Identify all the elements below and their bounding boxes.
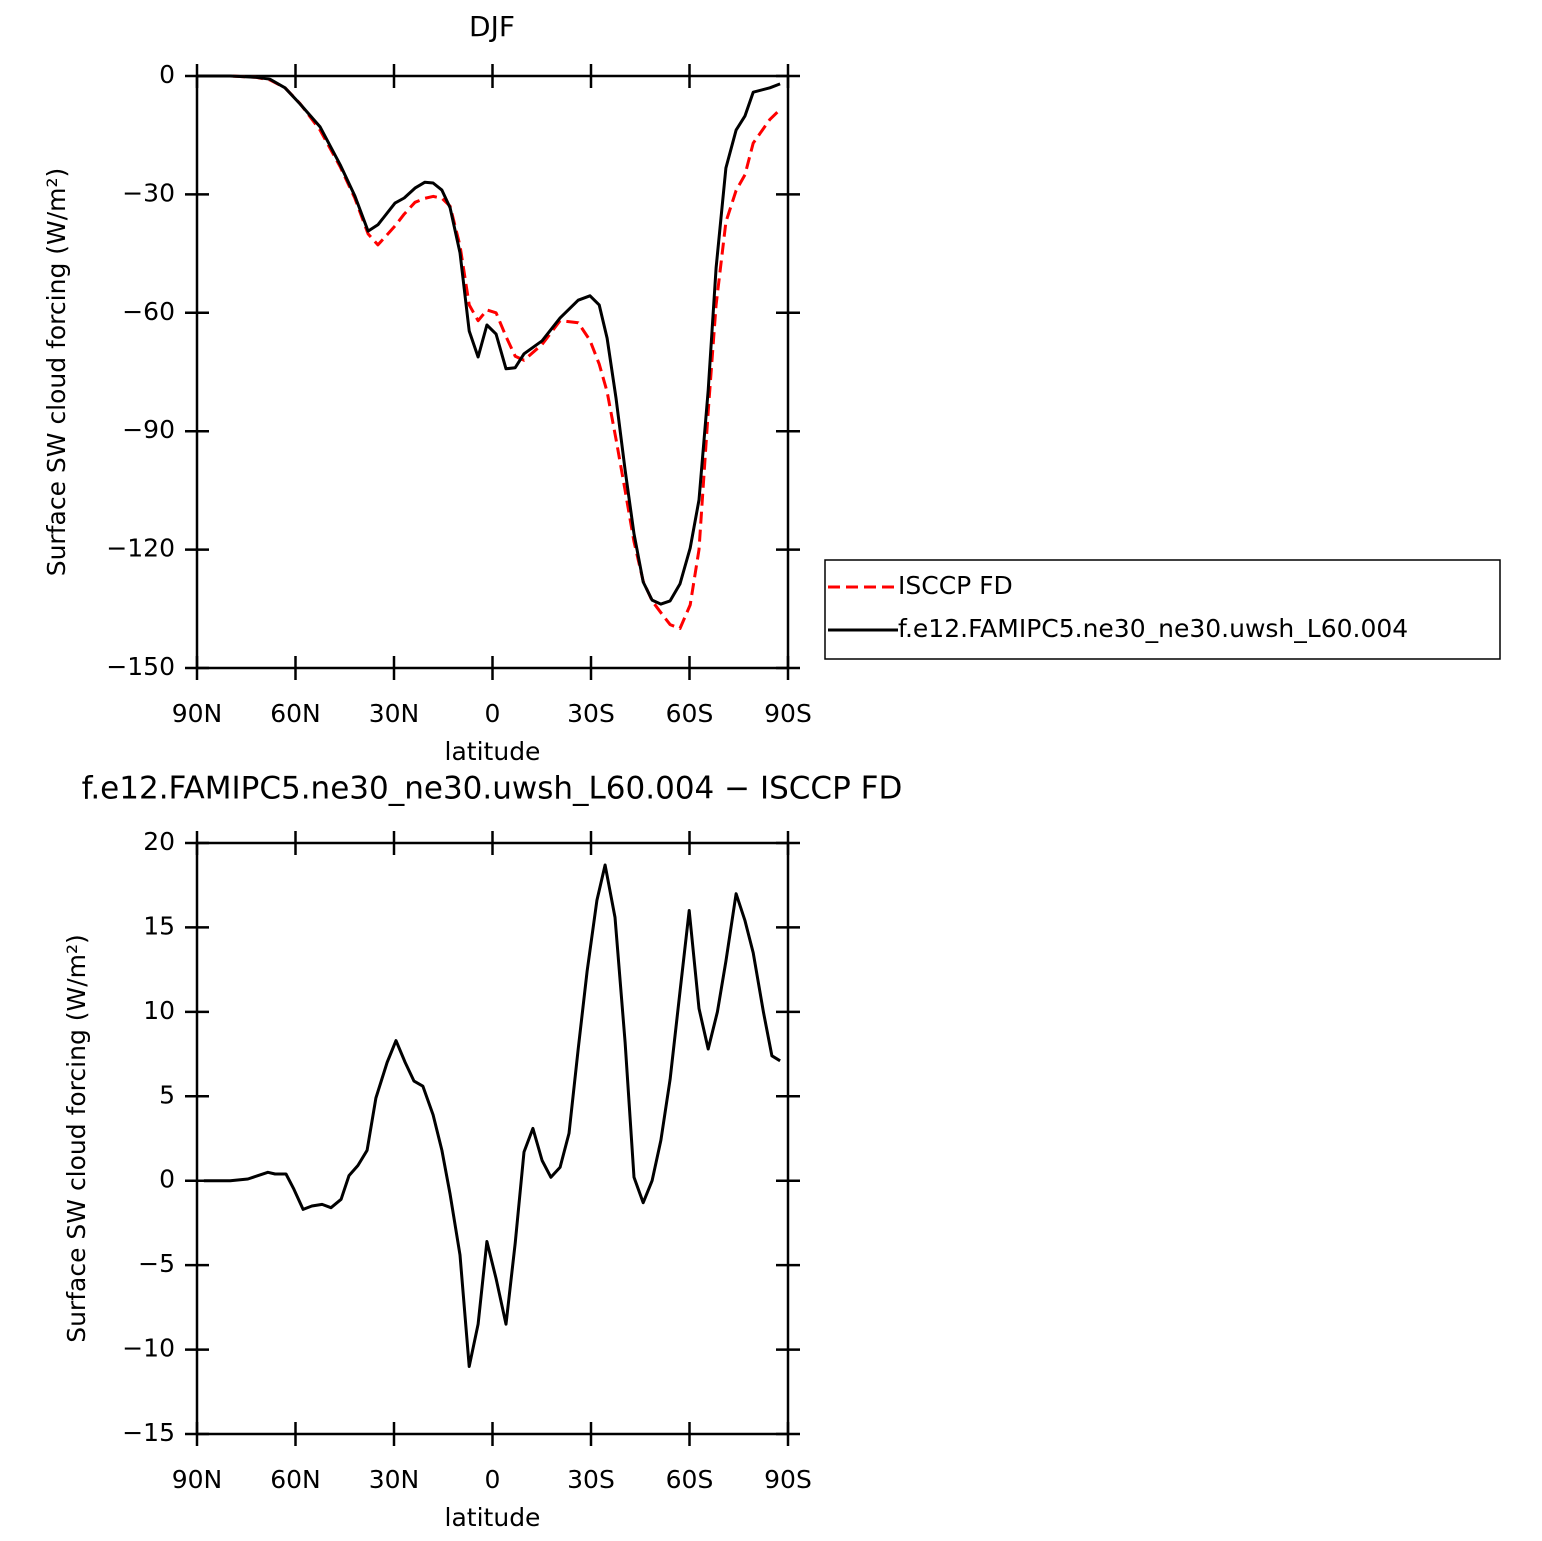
x-tick-label: 30N [369, 699, 420, 728]
x-tick-label: 0 [485, 1465, 501, 1494]
chart-title: DJF [469, 10, 515, 43]
x-tick-label: 60N [270, 1465, 321, 1494]
y-tick-label: −120 [106, 534, 175, 563]
legend-label: f.e12.FAMIPC5.ne30_ne30.uwsh_L60.004 [898, 614, 1408, 643]
y-axis-label: Surface SW cloud forcing (W/m²) [62, 934, 91, 1343]
x-tick-label: 30S [567, 1465, 615, 1494]
y-tick-label: 5 [159, 1080, 175, 1109]
plot-frame [195, 74, 790, 670]
data-line [197, 74, 782, 630]
x-tick-label: 30N [369, 1465, 420, 1494]
data-line [197, 74, 781, 606]
x-tick-label: 60S [666, 1465, 714, 1494]
chart-title: f.e12.FAMIPC5.ne30_ne30.uwsh_L60.004 − I… [82, 771, 903, 807]
y-tick-label: 0 [159, 60, 175, 89]
x-tick-label: 90N [172, 1465, 223, 1494]
y-tick-label: −150 [106, 652, 175, 681]
x-tick-label: 90N [172, 699, 223, 728]
y-tick-label: 10 [143, 996, 175, 1025]
x-axis-label: latitude [445, 737, 541, 766]
x-tick-label: 30S [567, 699, 615, 728]
x-tick-label: 90S [764, 1465, 812, 1494]
y-tick-label: 15 [143, 911, 175, 940]
legend-box [824, 559, 1501, 660]
plot-frame [195, 841, 790, 1436]
y-tick-label: −10 [122, 1334, 175, 1363]
y-tick-label: −5 [138, 1249, 175, 1278]
x-axis-label: latitude [445, 1503, 541, 1532]
x-tick-label: 0 [485, 699, 501, 728]
y-tick-label: −30 [122, 178, 175, 207]
y-axis-label: Surface SW cloud forcing (W/m²) [42, 168, 71, 577]
x-tick-label: 60S [666, 699, 714, 728]
y-tick-label: 20 [143, 827, 175, 856]
x-tick-label: 60N [270, 699, 321, 728]
x-tick-label: 90S [764, 699, 812, 728]
y-tick-label: −60 [122, 297, 175, 326]
data-line [203, 863, 781, 1368]
legend-label: ISCCP FD [898, 571, 1013, 600]
y-tick-label: 0 [159, 1165, 175, 1194]
y-tick-label: −15 [122, 1418, 175, 1447]
y-tick-label: −90 [122, 415, 175, 444]
